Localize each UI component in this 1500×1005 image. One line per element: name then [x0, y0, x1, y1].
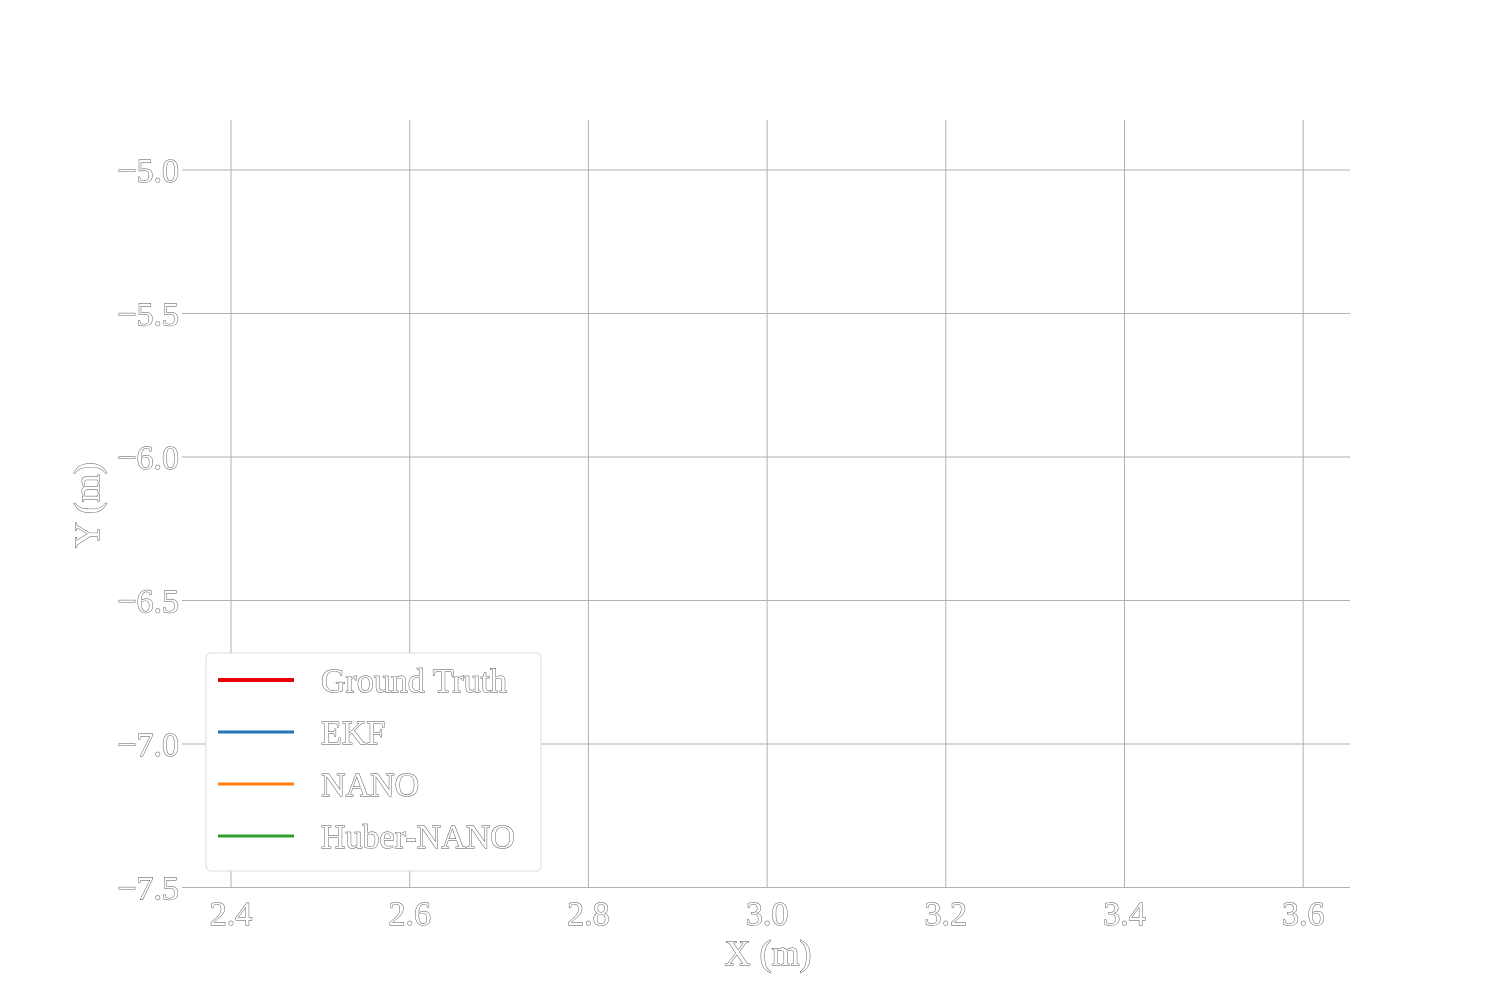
y-axis-ticks: −5.0 −5.5 −6.0 −6.5 −7.0 −7.5 — [117, 153, 188, 908]
y-tick-label: −7.5 — [117, 871, 179, 908]
x-tick-label: 3.2 — [925, 896, 968, 933]
x-tick-label: 2.8 — [567, 896, 610, 933]
x-tick-label: 3.4 — [1103, 896, 1146, 933]
x-tick-label: 2.6 — [388, 896, 431, 933]
legend-label: Huber-NANO — [321, 819, 515, 856]
legend-frame — [205, 652, 542, 872]
y-tick-label: −7.0 — [117, 727, 179, 764]
y-axis-label: Y (m) — [67, 462, 107, 548]
legend-items: Ground Truth EKF NANO Huber-NANO — [218, 663, 515, 856]
x-axis-label: X (m) — [725, 933, 812, 973]
y-tick-label: −5.5 — [117, 297, 179, 334]
legend-label: Ground Truth — [321, 663, 507, 700]
x-tick-label: 3.6 — [1282, 896, 1325, 933]
x-tick-label: 3.0 — [746, 896, 789, 933]
legend-label: EKF — [321, 715, 385, 752]
legend-label: NANO — [321, 767, 419, 804]
y-tick-label: −5.0 — [117, 153, 179, 190]
x-axis-ticks: 2.4 2.6 2.8 3.0 3.2 3.4 3.6 — [209, 896, 1325, 934]
y-tick-label: −6.5 — [117, 584, 179, 621]
y-tick-label: −6.0 — [117, 440, 179, 477]
legend: Ground Truth EKF NANO Huber-NANO — [205, 652, 542, 872]
x-tick-label: 2.4 — [210, 896, 253, 933]
